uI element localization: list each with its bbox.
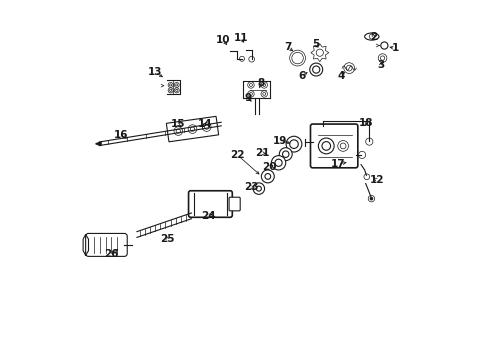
Circle shape: [262, 84, 265, 86]
FancyBboxPatch shape: [188, 191, 232, 217]
Circle shape: [321, 141, 330, 150]
Text: 25: 25: [160, 234, 174, 244]
Text: 22: 22: [230, 150, 244, 160]
Circle shape: [312, 66, 319, 73]
Circle shape: [261, 82, 267, 88]
Text: 10: 10: [215, 35, 230, 45]
Circle shape: [291, 52, 303, 64]
Text: 11: 11: [233, 33, 247, 43]
Circle shape: [264, 174, 270, 179]
FancyBboxPatch shape: [85, 233, 127, 256]
Circle shape: [274, 159, 282, 166]
Circle shape: [174, 88, 179, 93]
Circle shape: [247, 91, 254, 97]
Ellipse shape: [364, 33, 378, 40]
Circle shape: [279, 148, 292, 161]
Text: 20: 20: [262, 162, 276, 172]
Text: 13: 13: [147, 67, 162, 77]
Circle shape: [261, 170, 274, 183]
Circle shape: [188, 125, 196, 134]
Text: 6: 6: [298, 71, 305, 81]
Text: 26: 26: [104, 248, 119, 258]
Text: 15: 15: [171, 120, 185, 129]
Text: 9: 9: [244, 93, 251, 103]
Circle shape: [369, 197, 372, 200]
Circle shape: [174, 82, 179, 87]
Circle shape: [358, 151, 365, 158]
Text: 5: 5: [312, 39, 319, 49]
Circle shape: [271, 156, 285, 170]
Circle shape: [282, 151, 288, 157]
Circle shape: [249, 93, 252, 95]
Text: 21: 21: [255, 148, 269, 158]
Circle shape: [285, 136, 301, 152]
Text: 24: 24: [201, 211, 216, 221]
Circle shape: [343, 63, 354, 73]
Circle shape: [289, 50, 305, 66]
Circle shape: [316, 49, 323, 56]
Text: 14: 14: [197, 120, 212, 129]
Text: 8: 8: [257, 78, 264, 88]
Circle shape: [168, 82, 173, 87]
Text: 23: 23: [244, 182, 258, 192]
Circle shape: [176, 129, 180, 133]
Circle shape: [202, 123, 211, 131]
Circle shape: [175, 89, 178, 91]
Text: 17: 17: [330, 159, 345, 169]
Circle shape: [346, 65, 351, 71]
Circle shape: [239, 56, 244, 61]
Text: 2: 2: [369, 32, 376, 41]
Circle shape: [368, 34, 373, 39]
Circle shape: [204, 125, 208, 129]
Text: 3: 3: [376, 60, 384, 70]
Polygon shape: [310, 44, 328, 62]
Circle shape: [365, 138, 372, 145]
Text: 18: 18: [359, 118, 373, 128]
Circle shape: [248, 56, 254, 62]
Circle shape: [380, 56, 384, 60]
Circle shape: [169, 84, 171, 86]
Circle shape: [380, 42, 387, 49]
Circle shape: [378, 54, 386, 62]
Circle shape: [256, 186, 261, 191]
Text: 1: 1: [391, 43, 398, 53]
Circle shape: [175, 84, 178, 86]
Circle shape: [294, 55, 300, 61]
Circle shape: [309, 63, 322, 76]
Circle shape: [337, 140, 348, 151]
Circle shape: [262, 93, 265, 95]
Circle shape: [318, 138, 333, 154]
Circle shape: [367, 195, 374, 202]
Circle shape: [247, 82, 254, 88]
Text: 19: 19: [273, 136, 287, 145]
Circle shape: [249, 84, 252, 86]
FancyBboxPatch shape: [228, 197, 240, 211]
Circle shape: [190, 127, 194, 131]
Polygon shape: [96, 142, 101, 145]
Text: 12: 12: [369, 175, 384, 185]
FancyBboxPatch shape: [310, 124, 357, 168]
Circle shape: [289, 140, 298, 148]
Circle shape: [261, 91, 267, 97]
Circle shape: [291, 52, 303, 64]
Circle shape: [174, 127, 182, 135]
Text: 4: 4: [337, 71, 345, 81]
Bar: [166, 116, 218, 142]
Text: 16: 16: [113, 130, 128, 140]
Circle shape: [363, 174, 369, 180]
Circle shape: [253, 183, 264, 194]
Circle shape: [168, 88, 173, 93]
Circle shape: [169, 89, 171, 91]
Circle shape: [340, 143, 346, 149]
Text: 7: 7: [283, 42, 291, 52]
